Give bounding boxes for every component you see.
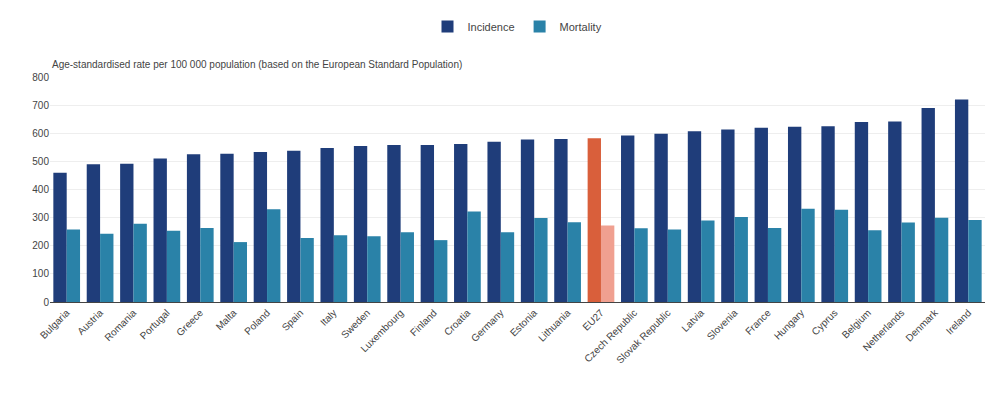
svg-text:EU27: EU27: [580, 307, 606, 333]
svg-text:Czech Republic: Czech Republic: [582, 307, 639, 364]
svg-text:Romania: Romania: [102, 307, 138, 343]
svg-text:0: 0: [43, 297, 49, 308]
svg-text:Austria: Austria: [75, 307, 105, 337]
svg-text:200: 200: [32, 240, 49, 251]
svg-text:600: 600: [32, 128, 49, 139]
svg-text:Incidence: Incidence: [468, 21, 515, 33]
svg-text:Slovenia: Slovenia: [705, 307, 740, 342]
svg-text:Greece: Greece: [174, 307, 205, 338]
svg-text:Germany: Germany: [469, 307, 506, 344]
svg-text:Estonia: Estonia: [508, 307, 540, 339]
svg-text:Slovak Republic: Slovak Republic: [614, 307, 672, 365]
svg-text:Latvia: Latvia: [679, 307, 706, 334]
svg-text:Sweden: Sweden: [339, 307, 372, 340]
svg-text:Spain: Spain: [280, 307, 306, 333]
svg-text:Cyprus: Cyprus: [809, 307, 839, 337]
svg-text:Ireland: Ireland: [944, 307, 973, 336]
svg-text:Belgium: Belgium: [840, 307, 873, 340]
svg-text:Poland: Poland: [242, 307, 272, 337]
svg-text:700: 700: [32, 100, 49, 111]
svg-text:Hungary: Hungary: [772, 307, 807, 342]
svg-text:Lithuania: Lithuania: [536, 307, 573, 344]
svg-text:Malta: Malta: [214, 307, 239, 332]
svg-text:100: 100: [32, 268, 49, 279]
svg-text:Portugal: Portugal: [138, 307, 172, 341]
svg-text:Luxembourg: Luxembourg: [358, 307, 405, 354]
svg-text:Denmark: Denmark: [903, 306, 940, 343]
svg-text:400: 400: [32, 184, 49, 195]
svg-text:500: 500: [32, 156, 49, 167]
svg-text:Italy: Italy: [318, 307, 339, 328]
svg-text:Age-standardised rate per 100: Age-standardised rate per 100 000 popula…: [52, 59, 462, 70]
svg-text:Bulgaria: Bulgaria: [38, 307, 72, 341]
svg-text:France: France: [743, 307, 773, 337]
svg-text:800: 800: [32, 72, 49, 83]
svg-text:300: 300: [32, 212, 49, 223]
svg-text:Mortality: Mortality: [560, 21, 602, 33]
svg-text:Croatia: Croatia: [442, 307, 473, 338]
svg-text:Finland: Finland: [408, 307, 439, 338]
svg-text:Netherlands: Netherlands: [861, 307, 907, 353]
